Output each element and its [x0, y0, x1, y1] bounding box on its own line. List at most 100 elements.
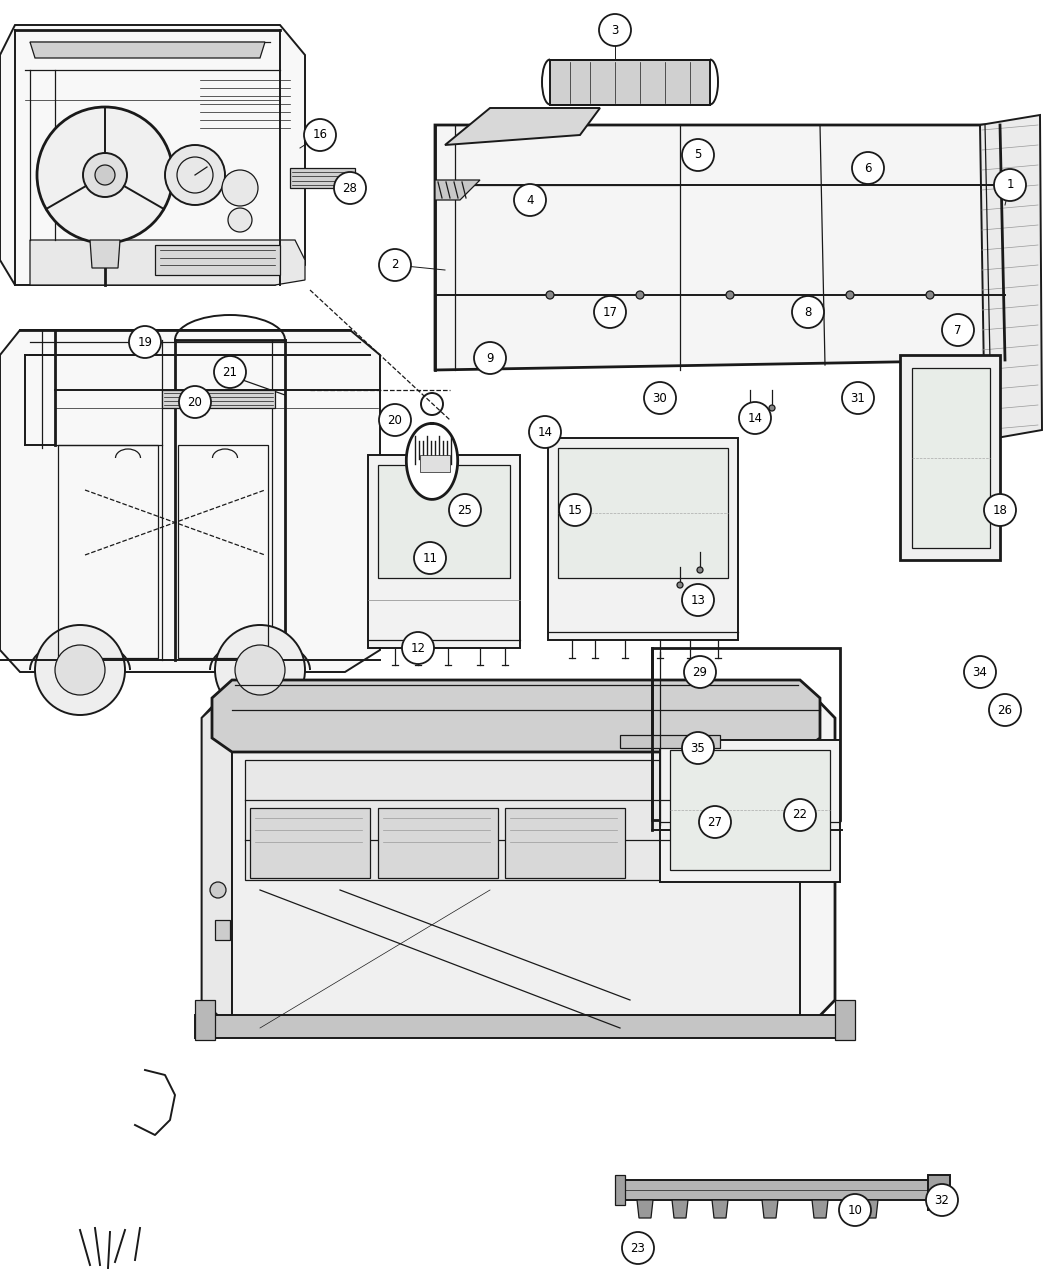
- Text: 23: 23: [631, 1242, 646, 1255]
- Text: 4: 4: [526, 194, 533, 207]
- Polygon shape: [215, 921, 230, 940]
- Polygon shape: [862, 1200, 878, 1218]
- Circle shape: [474, 342, 506, 374]
- Polygon shape: [712, 1200, 728, 1218]
- Circle shape: [546, 291, 554, 300]
- Circle shape: [839, 1193, 872, 1227]
- Circle shape: [178, 386, 211, 418]
- Circle shape: [792, 296, 824, 328]
- Circle shape: [784, 799, 816, 831]
- Circle shape: [402, 632, 434, 664]
- Polygon shape: [620, 734, 720, 748]
- Polygon shape: [212, 680, 820, 752]
- Polygon shape: [30, 42, 265, 57]
- Text: 19: 19: [138, 335, 152, 348]
- Text: 21: 21: [223, 366, 237, 379]
- Polygon shape: [202, 690, 232, 1028]
- Text: 2: 2: [392, 259, 399, 272]
- Text: 34: 34: [972, 666, 987, 678]
- Text: 22: 22: [793, 808, 807, 821]
- Polygon shape: [835, 1000, 855, 1040]
- Text: 31: 31: [850, 391, 865, 404]
- Circle shape: [514, 184, 546, 215]
- Polygon shape: [637, 1200, 653, 1218]
- Circle shape: [726, 291, 734, 300]
- Polygon shape: [202, 690, 835, 1028]
- Circle shape: [747, 405, 753, 411]
- Polygon shape: [928, 1176, 950, 1210]
- Polygon shape: [232, 752, 800, 1028]
- Polygon shape: [406, 423, 458, 500]
- Circle shape: [622, 1232, 654, 1264]
- Circle shape: [699, 806, 731, 838]
- Polygon shape: [670, 750, 830, 870]
- Circle shape: [769, 405, 775, 411]
- Circle shape: [129, 326, 161, 358]
- Polygon shape: [290, 168, 355, 187]
- Circle shape: [594, 296, 626, 328]
- Polygon shape: [30, 240, 304, 286]
- Text: 27: 27: [708, 816, 722, 829]
- Text: 20: 20: [387, 413, 402, 427]
- Circle shape: [846, 291, 854, 300]
- Polygon shape: [660, 740, 840, 882]
- Text: 1: 1: [1006, 179, 1013, 191]
- Polygon shape: [155, 245, 280, 275]
- Circle shape: [215, 625, 304, 715]
- Circle shape: [214, 356, 246, 388]
- Text: 32: 32: [934, 1193, 949, 1206]
- Text: 16: 16: [313, 129, 328, 142]
- Polygon shape: [615, 1176, 625, 1205]
- Polygon shape: [505, 808, 625, 878]
- Circle shape: [636, 291, 644, 300]
- Circle shape: [235, 645, 285, 695]
- Circle shape: [559, 493, 591, 527]
- Circle shape: [37, 107, 173, 244]
- Text: 15: 15: [568, 504, 583, 516]
- Circle shape: [926, 1184, 958, 1216]
- Circle shape: [697, 567, 704, 572]
- Text: 13: 13: [691, 593, 706, 607]
- Text: 29: 29: [693, 666, 708, 678]
- Circle shape: [222, 170, 258, 207]
- Polygon shape: [912, 368, 990, 548]
- Circle shape: [529, 416, 561, 448]
- Circle shape: [55, 645, 105, 695]
- Circle shape: [94, 164, 116, 185]
- Polygon shape: [672, 1200, 688, 1218]
- Circle shape: [682, 732, 714, 764]
- Circle shape: [842, 382, 874, 414]
- Text: 6: 6: [864, 162, 872, 175]
- Text: 35: 35: [691, 742, 706, 755]
- Circle shape: [852, 152, 884, 184]
- Polygon shape: [548, 439, 738, 640]
- Circle shape: [83, 153, 127, 198]
- Text: 3: 3: [611, 23, 618, 37]
- Polygon shape: [195, 1015, 855, 1038]
- Text: 7: 7: [954, 324, 962, 337]
- Text: 17: 17: [603, 306, 617, 319]
- Polygon shape: [980, 115, 1042, 440]
- Circle shape: [210, 882, 226, 898]
- Polygon shape: [250, 808, 370, 878]
- Circle shape: [334, 172, 366, 204]
- Circle shape: [984, 493, 1016, 527]
- Text: 18: 18: [992, 504, 1007, 516]
- Text: 14: 14: [748, 412, 762, 425]
- Circle shape: [379, 404, 411, 436]
- Text: 5: 5: [694, 148, 701, 162]
- Circle shape: [449, 493, 481, 527]
- Polygon shape: [435, 125, 1005, 370]
- Circle shape: [682, 139, 714, 171]
- Circle shape: [994, 170, 1026, 201]
- Polygon shape: [620, 1179, 930, 1200]
- Circle shape: [379, 249, 411, 280]
- Circle shape: [165, 145, 225, 205]
- Text: 28: 28: [342, 181, 357, 195]
- Circle shape: [598, 14, 631, 46]
- Polygon shape: [0, 330, 380, 672]
- Text: 10: 10: [847, 1204, 862, 1216]
- Circle shape: [682, 584, 714, 616]
- Polygon shape: [245, 760, 790, 880]
- Text: 25: 25: [458, 504, 472, 516]
